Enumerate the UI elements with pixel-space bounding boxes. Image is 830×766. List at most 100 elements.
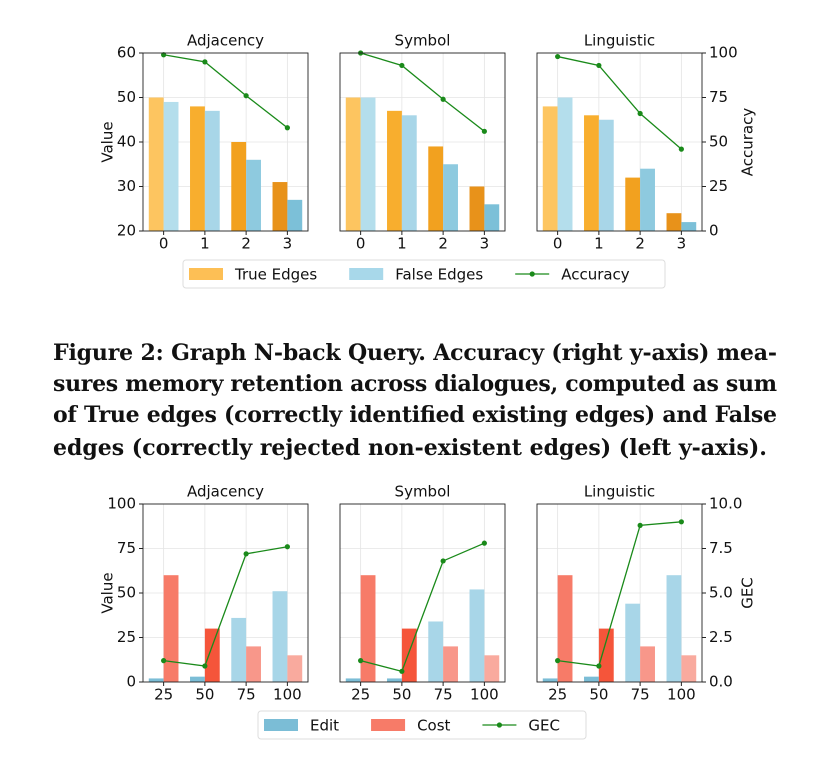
- x-tick-label: 0: [553, 235, 563, 253]
- legend-marker: [496, 722, 503, 728]
- x-tick-label: 3: [480, 235, 490, 253]
- legend-label: Cost: [417, 717, 450, 735]
- bar: [231, 617, 247, 682]
- bar: [272, 591, 288, 682]
- line-marker: [284, 544, 290, 550]
- legend-marker: [529, 271, 535, 277]
- x-tick-label: 1: [594, 235, 604, 253]
- y-tick-label: 60: [117, 44, 136, 62]
- bar: [542, 106, 558, 231]
- line-marker: [596, 663, 602, 669]
- line-marker: [358, 658, 364, 664]
- bar: [204, 110, 220, 231]
- panel-title: Symbol: [395, 483, 451, 501]
- x-tick-label: 50: [589, 686, 608, 704]
- bar: [387, 110, 402, 231]
- line-marker: [243, 93, 249, 99]
- line-marker: [555, 53, 561, 60]
- bar: [360, 575, 376, 682]
- x-tick-label: 75: [631, 686, 650, 704]
- line-marker: [481, 128, 487, 134]
- bar: [443, 164, 458, 231]
- bar: [190, 106, 205, 231]
- y2-axis-label: GEC: [739, 577, 757, 609]
- bar: [584, 115, 599, 231]
- line-series: [557, 521, 682, 667]
- legend-box: [182, 259, 666, 289]
- bar: [666, 575, 682, 682]
- y-tick-label: 75: [117, 539, 136, 557]
- bar: [598, 628, 614, 682]
- line-marker: [161, 658, 167, 664]
- legend-box: [257, 710, 587, 740]
- bar: [584, 676, 599, 682]
- line-marker: [243, 551, 249, 557]
- bar: [557, 97, 573, 231]
- y-tick-label: 100: [107, 495, 136, 513]
- line-marker: [637, 110, 643, 117]
- y2-tick-label: 75: [709, 88, 728, 106]
- y2-tick-label: 5.0: [709, 584, 733, 602]
- bar: [625, 177, 641, 231]
- y-tick-label: 0: [126, 673, 136, 691]
- y-tick-label: 20: [117, 222, 136, 240]
- y-tick-label: 50: [117, 584, 136, 602]
- line-marker: [678, 146, 684, 152]
- line-marker: [440, 558, 446, 564]
- bar: [428, 146, 444, 231]
- y2-tick-label: 0: [709, 222, 719, 240]
- y2-tick-label: 10.0: [709, 495, 742, 513]
- legend-label: Accuracy: [561, 266, 630, 284]
- panel-title: Symbol: [395, 32, 451, 50]
- y-tick-label: 25: [117, 628, 136, 646]
- x-tick-label: 2: [438, 235, 448, 253]
- line-marker: [637, 522, 643, 528]
- panel-title: Linguistic: [584, 32, 655, 50]
- legend-patch: [371, 719, 406, 731]
- caption-line: Figure 2: Graph N-back Query. Accuracy (…: [53, 340, 777, 366]
- y2-axis-label: Accuracy: [739, 108, 757, 177]
- x-tick-label: 25: [548, 686, 567, 704]
- legend-label: Edit: [310, 717, 339, 735]
- line-series: [360, 52, 485, 132]
- bar: [401, 115, 417, 231]
- line-marker: [481, 540, 487, 546]
- line-marker: [399, 62, 405, 69]
- bar: [231, 142, 247, 231]
- x-tick-label: 1: [397, 235, 407, 253]
- x-tick-label: 100: [667, 686, 696, 704]
- y-axis-label: Value: [99, 572, 117, 613]
- line-marker: [161, 52, 167, 58]
- line-marker: [440, 96, 446, 102]
- y2-tick-label: 0.0: [709, 673, 733, 691]
- x-tick-label: 25: [154, 686, 173, 704]
- line-series: [163, 546, 288, 667]
- legend-patch: [349, 268, 384, 280]
- bar: [469, 589, 485, 682]
- y-tick-label: 30: [117, 177, 136, 195]
- line-marker: [678, 519, 684, 525]
- bar: [387, 678, 402, 682]
- bar: [557, 575, 573, 682]
- line-marker: [399, 668, 405, 674]
- bar: [640, 646, 655, 682]
- panel-title: Adjacency: [187, 483, 264, 501]
- legend-patch: [189, 268, 223, 280]
- bar: [666, 213, 682, 231]
- x-tick-label: 0: [356, 235, 366, 253]
- x-tick-label: 1: [200, 235, 210, 253]
- bar: [625, 603, 641, 682]
- x-tick-label: 50: [195, 686, 214, 704]
- y-tick-label: 40: [117, 133, 136, 151]
- y2-tick-label: 7.5: [709, 539, 733, 557]
- bar: [163, 575, 179, 682]
- bar: [246, 159, 261, 231]
- line-marker: [202, 59, 208, 65]
- caption-line: sures memory retention across dialogues,…: [53, 371, 777, 397]
- line-series: [163, 54, 288, 129]
- bar: [204, 628, 220, 682]
- legend-label: GEC: [528, 717, 560, 735]
- bar: [640, 168, 655, 231]
- y2-tick-label: 100: [709, 44, 738, 62]
- y2-tick-label: 25: [709, 177, 728, 195]
